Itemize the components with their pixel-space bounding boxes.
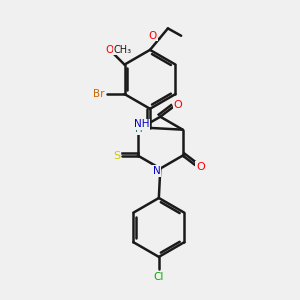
Text: S: S [113, 151, 120, 160]
Text: O: O [149, 31, 157, 40]
Text: Cl: Cl [154, 272, 164, 282]
Text: O: O [105, 45, 113, 55]
Text: CH₃: CH₃ [113, 45, 131, 55]
Text: H: H [135, 124, 143, 134]
Text: O: O [174, 100, 182, 110]
Text: Br: Br [93, 89, 104, 99]
Text: N: N [153, 166, 160, 176]
Text: O: O [196, 162, 205, 172]
Text: NH: NH [134, 119, 149, 129]
